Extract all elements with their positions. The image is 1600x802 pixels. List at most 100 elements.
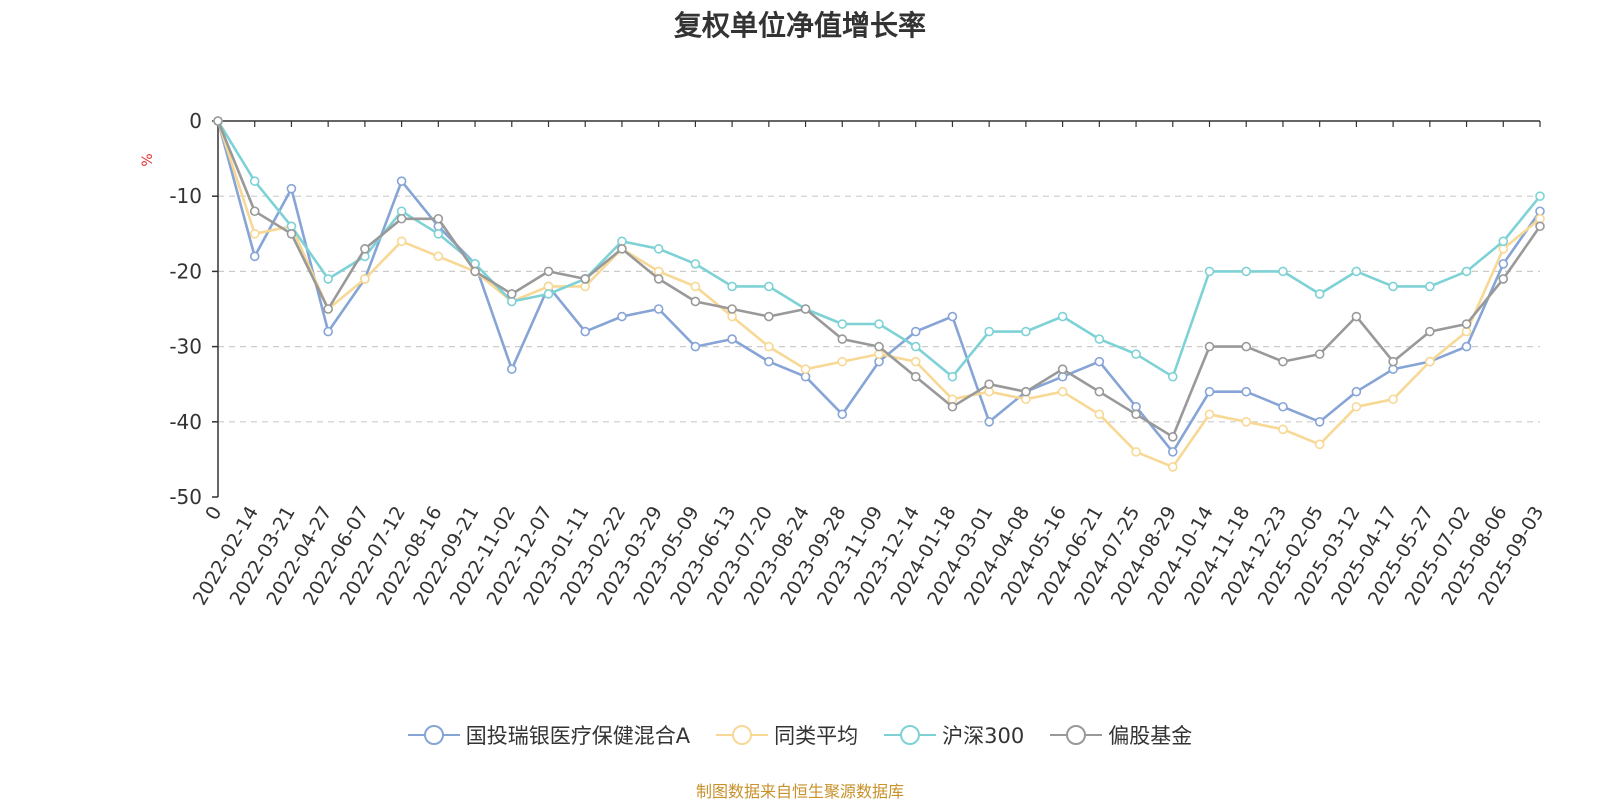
data-point: [580, 326, 591, 337]
y-tick-label: 0: [189, 109, 202, 133]
data-point: [910, 371, 921, 382]
data-point: [249, 229, 260, 239]
data-point: [690, 296, 701, 307]
data-point: [1314, 289, 1325, 299]
data-point: [286, 229, 297, 239]
data-point: [1498, 259, 1509, 269]
data-point: [690, 341, 701, 352]
data-point: [653, 304, 664, 314]
data-point: [1131, 349, 1141, 359]
data-point: [1498, 236, 1509, 247]
data-point: [1278, 356, 1288, 367]
data-point: [1461, 341, 1472, 352]
data-point: [506, 289, 517, 299]
series-lines: [213, 116, 1545, 472]
data-point: [653, 244, 664, 254]
data-point: [1278, 266, 1288, 277]
data-point: [1204, 266, 1215, 277]
series-line: [216, 120, 1542, 379]
data-point: [213, 116, 223, 126]
data-point: [1388, 281, 1398, 292]
data-point: [690, 259, 701, 269]
data-point: [727, 281, 737, 292]
legend-marker-icon: [884, 725, 937, 745]
axes: [212, 120, 1541, 498]
data-point: [727, 304, 737, 314]
data-point: [1241, 416, 1252, 427]
data-point: [323, 304, 333, 314]
data-point: [984, 416, 994, 427]
data-point: [800, 304, 811, 314]
y-tick-label: -10: [169, 184, 202, 208]
data-point: [433, 251, 444, 262]
data-point: [1351, 311, 1362, 322]
data-point: [1314, 349, 1325, 359]
data-point: [1204, 386, 1215, 397]
data-point: [1351, 386, 1362, 397]
legend-item-equity-fund[interactable]: 偏股基金: [1050, 720, 1192, 750]
grid-lines: [218, 195, 1540, 423]
data-point: [617, 311, 627, 322]
data-point: [1425, 356, 1435, 367]
data-point: [323, 274, 333, 284]
legend-label: 同类平均: [774, 724, 859, 748]
data-point: [1167, 462, 1178, 472]
legend-marker-icon: [407, 725, 460, 745]
data-point: [910, 341, 921, 352]
data-point: [1241, 386, 1252, 397]
data-point: [1204, 409, 1215, 420]
data-point: [1425, 281, 1435, 292]
data-point: [1388, 394, 1398, 405]
data-point: [1314, 439, 1325, 450]
data-point: [543, 289, 554, 299]
data-point: [1388, 356, 1398, 367]
legend-item-fund[interactable]: 国投瑞银医疗保健混合A: [407, 720, 690, 750]
data-point: [1167, 432, 1178, 442]
data-point: [727, 334, 737, 344]
data-point: [1057, 311, 1068, 322]
legend: 国投瑞银医疗保健混合A 同类平均 沪深300 偏股基金: [0, 720, 1600, 750]
data-point: [764, 281, 774, 292]
data-point: [984, 379, 994, 390]
legend-marker-icon: [1050, 725, 1103, 745]
data-point: [1314, 416, 1325, 427]
legend-label: 沪深300: [942, 724, 1025, 748]
data-point: [1167, 447, 1178, 457]
data-point: [396, 236, 407, 247]
series-line: [216, 120, 1541, 469]
data-point: [800, 364, 811, 374]
legend-item-peer-average[interactable]: 同类平均: [716, 720, 858, 750]
legend-item-hs300[interactable]: 沪深300: [884, 720, 1024, 750]
data-point: [249, 206, 260, 217]
data-point: [1461, 266, 1472, 277]
data-point: [286, 183, 297, 194]
data-point: [1498, 274, 1509, 284]
data-point: [396, 213, 407, 224]
data-point: [1131, 409, 1141, 420]
data-point: [947, 311, 958, 322]
series-line: [216, 120, 1542, 439]
data-point: [1535, 221, 1545, 232]
data-point: [360, 244, 370, 254]
data-point: [433, 213, 444, 224]
data-point: [543, 266, 554, 277]
data-point: [1351, 266, 1362, 277]
data-point: [1057, 386, 1068, 397]
data-point: [360, 274, 370, 284]
data-point: [910, 326, 921, 337]
data-point: [837, 356, 848, 367]
data-point: [1094, 409, 1105, 420]
data-point: [396, 176, 407, 186]
legend-label: 偏股基金: [1108, 724, 1193, 748]
data-point: [1167, 371, 1178, 382]
data-point: [1278, 401, 1288, 412]
data-point: [910, 356, 921, 367]
data-source-note: 制图数据来自恒生聚源数据库: [695, 782, 904, 801]
data-point: [1021, 326, 1031, 337]
data-point: [1241, 266, 1252, 277]
series-line: [216, 120, 1542, 454]
data-point: [1094, 356, 1105, 367]
y-axis-label: %: [140, 153, 156, 166]
x-tick-label: 0: [201, 503, 226, 524]
data-point: [837, 409, 848, 420]
